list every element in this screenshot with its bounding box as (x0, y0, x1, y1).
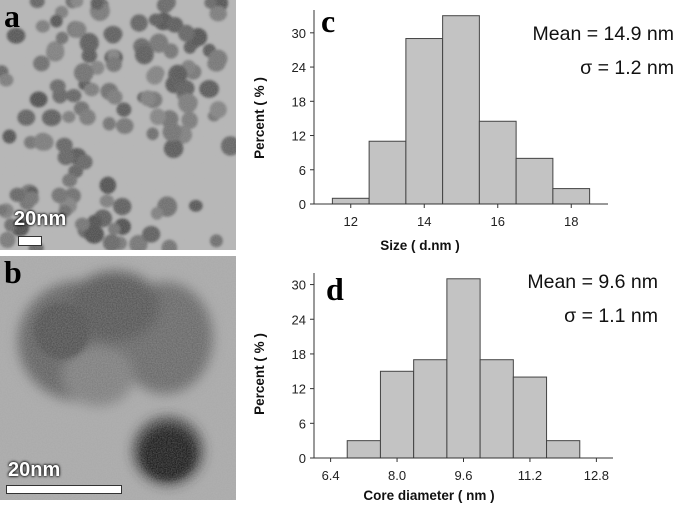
histogram-bars (346, 278, 581, 459)
histogram-axes (313, 10, 608, 205)
histogram-bar (331, 197, 370, 205)
histogram-bar (478, 120, 517, 205)
y-tick-label: 6 (299, 163, 306, 178)
y-tick-label: 18 (292, 347, 306, 362)
tem-image-a: a 20nm (0, 0, 236, 250)
x-tick-label: 16 (491, 214, 505, 229)
x-tick-label: 12 (344, 214, 358, 229)
histogram-bar (546, 440, 581, 459)
histogram-size: 12 14 16 18 0 6 12 18 24 30 c Mean = 14.9 nm σ = … (252, 3, 674, 253)
tem-micrograph-a (0, 0, 236, 250)
x-tick-label: 11.2 (518, 468, 542, 483)
histogram-ticks: 6.4 8.0 9.6 11.2 12.8 0 6 12 18 24 30 (292, 278, 610, 483)
histogram-bar (552, 188, 591, 205)
y-tick-label: 12 (292, 129, 306, 144)
x-tick-label: 9.6 (454, 468, 472, 483)
x-tick-label: 6.4 (322, 468, 340, 483)
histogram-core-diameter: 6.4 8.0 9.6 11.2 12.8 0 6 12 18 24 30 d Mean = 9.6… (252, 271, 658, 503)
histogram-bar (368, 140, 407, 205)
histogram-bar (479, 359, 514, 459)
histogram-bar (512, 376, 548, 459)
histogram-bar (446, 278, 481, 459)
scale-bar-b (6, 485, 122, 494)
x-tick-label: 18 (564, 214, 578, 229)
y-tick-label: 18 (292, 94, 306, 109)
histogram-bar (413, 359, 448, 459)
panel-letter-c: c (321, 3, 335, 39)
y-tick-label: 12 (292, 382, 306, 397)
histogram-bar (405, 38, 444, 205)
scale-bar-a (18, 236, 42, 246)
x-axis-label: Core diameter ( nm ) (363, 488, 494, 503)
y-axis-label: Percent ( % ) (252, 333, 267, 415)
histogram-bar (346, 440, 381, 459)
tem-micrograph-b (0, 256, 236, 500)
panel-letter-b: b (4, 256, 22, 290)
histogram-bar (379, 370, 415, 459)
histogram-ticks: 12 14 16 18 0 6 12 18 24 30 (292, 26, 579, 229)
stat-sigma: σ = 1.2 nm (580, 57, 674, 79)
x-tick-label: 8.0 (388, 468, 406, 483)
x-axis-label: Size ( d.nm ) (380, 238, 460, 253)
histogram-bars (331, 15, 591, 205)
stat-sigma: σ = 1.1 nm (564, 305, 658, 327)
scale-bar-label-a: 20nm (14, 208, 67, 230)
y-axis-label: Percent ( % ) (252, 77, 267, 159)
panel-letter-d: d (326, 271, 344, 307)
y-tick-label: 30 (292, 26, 306, 41)
stat-mean: Mean = 14.9 nm (533, 23, 674, 45)
stat-mean: Mean = 9.6 nm (527, 271, 658, 293)
x-tick-label: 12.8 (584, 468, 609, 483)
y-tick-label: 0 (299, 451, 306, 466)
tem-image-b: b 20nm (0, 256, 236, 500)
y-tick-label: 30 (292, 278, 306, 293)
y-tick-label: 24 (292, 60, 306, 75)
panel-letter-a: a (4, 0, 20, 34)
y-tick-label: 6 (299, 416, 306, 431)
scale-bar-label-b: 20nm (8, 459, 61, 481)
y-tick-label: 24 (292, 312, 306, 327)
histogram-bar (442, 15, 480, 205)
histogram-bar (515, 157, 554, 205)
x-tick-label: 14 (417, 214, 431, 229)
y-tick-label: 0 (299, 197, 306, 212)
